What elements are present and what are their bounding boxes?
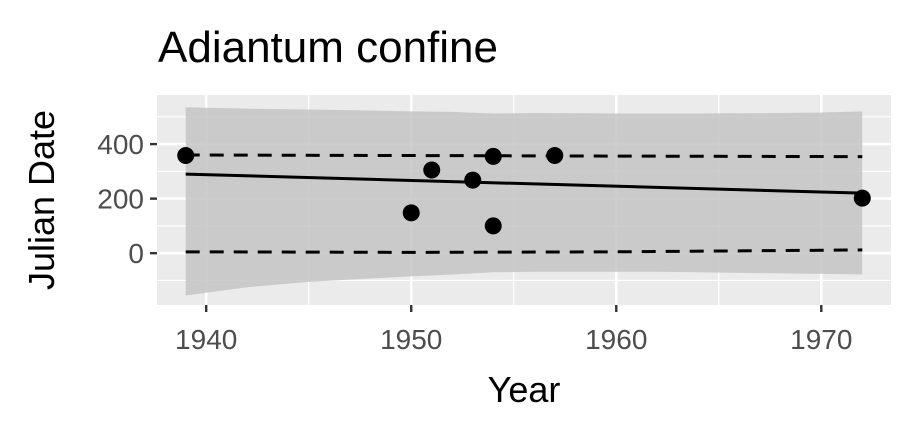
trend-line bbox=[185, 172, 863, 195]
data-point bbox=[546, 147, 564, 165]
data-point bbox=[484, 217, 502, 235]
x-axis-title: Year bbox=[488, 369, 561, 410]
x-axis-ticks: 1940 1950 1960 1970 bbox=[175, 305, 852, 355]
y-tick-label: 200 bbox=[97, 184, 144, 215]
y-tick-label: 0 bbox=[128, 238, 144, 269]
data-point bbox=[853, 189, 871, 207]
data-points bbox=[177, 147, 871, 235]
upper-dashed-line bbox=[185, 153, 863, 159]
data-point bbox=[464, 171, 482, 189]
data-point bbox=[423, 161, 441, 179]
y-tick-label: 400 bbox=[97, 129, 144, 160]
data-point bbox=[177, 147, 195, 165]
lower-dashed-line bbox=[185, 248, 863, 254]
y-axis-ticks: 0 200 400 bbox=[97, 129, 157, 269]
chart-title: Adiantum confine bbox=[158, 23, 498, 72]
x-tick-label: 1970 bbox=[790, 324, 852, 355]
confidence-ribbon bbox=[185, 107, 863, 296]
data-point bbox=[402, 204, 420, 222]
data-point bbox=[484, 147, 502, 165]
y-axis-title: Julian Date bbox=[21, 110, 62, 290]
x-tick-label: 1960 bbox=[585, 324, 647, 355]
x-tick-label: 1950 bbox=[380, 324, 442, 355]
x-tick-label: 1940 bbox=[175, 324, 237, 355]
